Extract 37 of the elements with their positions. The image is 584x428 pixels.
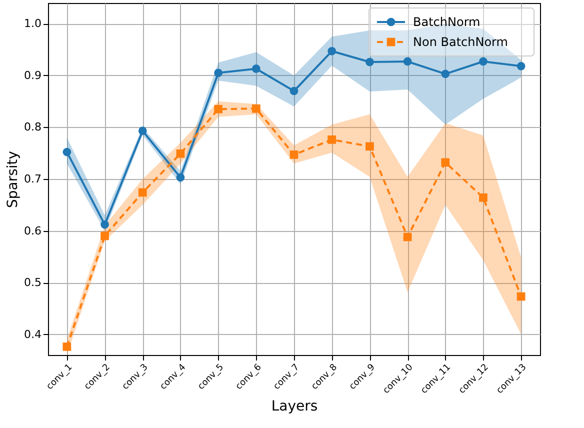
point xyxy=(252,64,260,73)
point xyxy=(516,62,526,70)
point xyxy=(290,86,298,96)
point xyxy=(328,135,336,144)
point xyxy=(252,104,260,113)
y-tick-label: 1.0 xyxy=(24,17,42,30)
y-tick-label: 0.4 xyxy=(24,328,42,341)
point xyxy=(100,220,109,229)
point xyxy=(366,58,374,66)
point xyxy=(403,232,412,242)
point xyxy=(479,57,488,66)
point xyxy=(214,104,222,114)
point xyxy=(176,149,185,158)
point xyxy=(176,173,185,182)
point xyxy=(138,126,147,136)
point xyxy=(290,150,298,159)
point xyxy=(441,70,450,78)
y-tick-label: 0.5 xyxy=(24,276,42,290)
point xyxy=(214,68,222,78)
point xyxy=(516,292,526,301)
y-tick-label: 0.6 xyxy=(24,224,42,238)
point xyxy=(100,232,109,240)
legend-label: Non BatchNorm xyxy=(413,35,508,49)
point xyxy=(366,142,374,151)
x-axis-title: Layers xyxy=(271,398,318,414)
point xyxy=(62,148,72,156)
legend-label: BatchNorm xyxy=(413,15,480,29)
y-tick-label: 0.8 xyxy=(24,120,42,134)
point xyxy=(138,188,147,197)
point xyxy=(403,57,412,66)
point xyxy=(441,158,450,167)
point xyxy=(328,46,336,56)
point xyxy=(62,342,72,351)
y-axis-title: Sparsity xyxy=(5,150,22,208)
y-tick-label: 0.7 xyxy=(24,172,42,186)
y-tick-label: 0.9 xyxy=(24,68,42,82)
point xyxy=(479,193,488,202)
